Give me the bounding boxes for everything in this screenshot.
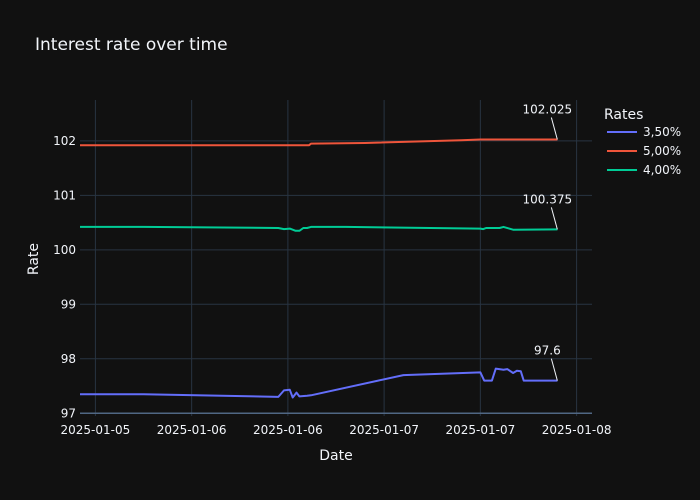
x-tick-label: 2025-01-05 bbox=[61, 423, 131, 437]
annotation-label: 102.025 bbox=[523, 103, 573, 117]
chart-title: Interest rate over time bbox=[35, 35, 228, 55]
x-tick-label: 2025-01-06 bbox=[157, 423, 227, 437]
x-tick-label: 2025-01-06 bbox=[253, 423, 323, 437]
y-axis-label: Rate bbox=[26, 243, 42, 275]
y-tick-label: 100 bbox=[53, 243, 76, 257]
x-axis-label: Date bbox=[319, 448, 352, 464]
annotation-label: 97.6 bbox=[534, 344, 561, 358]
x-tick-label: 2025-01-07 bbox=[349, 423, 419, 437]
legend-entry: 4,00% bbox=[643, 163, 681, 177]
x-tick-label: 2025-01-08 bbox=[542, 423, 612, 437]
y-tick-label: 102 bbox=[53, 134, 76, 148]
legend-entry: 5,00% bbox=[643, 144, 681, 158]
legend-entry: 3,50% bbox=[643, 125, 681, 139]
x-tick-label: 2025-01-07 bbox=[445, 423, 515, 437]
y-tick-label: 99 bbox=[61, 297, 76, 311]
y-tick-label: 98 bbox=[61, 352, 76, 366]
y-tick-label: 101 bbox=[53, 188, 76, 202]
y-tick-label: 97 bbox=[61, 406, 76, 420]
annotation-label: 100.375 bbox=[523, 192, 573, 206]
legend-title: Rates bbox=[604, 107, 643, 123]
